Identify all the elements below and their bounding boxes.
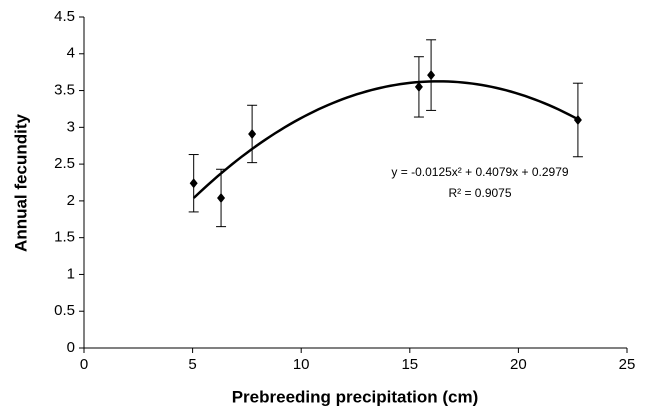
- y-tick-label: 4: [67, 45, 75, 62]
- y-tick-label: 1.5: [54, 229, 75, 246]
- y-tick-label: 4.5: [54, 8, 75, 25]
- y-tick-label: 2: [67, 192, 75, 209]
- y-tick-label: 2.5: [54, 155, 75, 172]
- point: [414, 81, 423, 92]
- point: [217, 192, 226, 203]
- y-tick-label: 3.5: [54, 82, 75, 99]
- y-tick-label: 0: [67, 339, 75, 356]
- y-tick-label: 3: [67, 118, 75, 135]
- trend-equation: y = -0.0125x² + 0.4079x + 0.2979: [391, 165, 568, 179]
- y-tick-label: 1: [67, 265, 75, 282]
- x-tick-label: 10: [293, 356, 310, 373]
- y-tick-label: 0.5: [54, 302, 75, 319]
- x-tick-label: 25: [619, 356, 636, 373]
- x-tick-label: 20: [510, 356, 527, 373]
- x-tick-label: 0: [80, 356, 88, 373]
- trend-r2: R² = 0.9075: [448, 186, 511, 200]
- x-axis-title: Prebreeding precipitation (cm): [232, 387, 479, 406]
- trendline: [192, 80, 579, 199]
- point: [189, 178, 198, 189]
- x-tick-label: 5: [188, 356, 196, 373]
- x-tick-label: 15: [401, 356, 418, 373]
- point: [427, 70, 436, 81]
- point: [248, 128, 257, 139]
- y-axis-title: Annual fecundity: [11, 114, 30, 252]
